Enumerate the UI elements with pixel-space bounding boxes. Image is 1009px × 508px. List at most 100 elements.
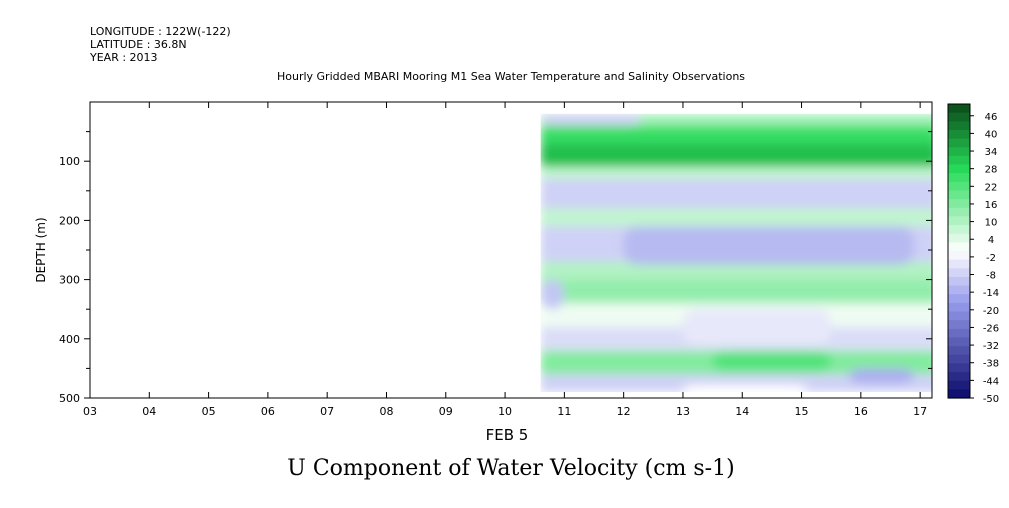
colorbar-tick-label: 4 [988, 235, 994, 246]
y-tick-label: 100 [59, 155, 80, 168]
colorbar-swatch [948, 181, 970, 192]
colorbar-ticks: 46 40 34 28 22 16 10 4 -2 -8 -14 -20 -26 -32 -38 -44 -50 [970, 112, 999, 405]
chart-title: U Component of Water Velocity (cm s-1) [287, 456, 734, 481]
heatmap-band [540, 279, 932, 304]
x-tick-label: 17 [913, 405, 927, 418]
x-axis: 03 04 05 06 07 08 09 10 11 12 13 14 15 16 17 [83, 102, 927, 418]
heatmap-feature [623, 226, 915, 265]
x-tick-label: 05 [202, 405, 216, 418]
x-axis-label: FEB 5 [486, 426, 529, 444]
colorbar-tick-label: 22 [985, 182, 998, 193]
y-tick-label: 300 [59, 274, 80, 287]
colorbar-swatch [948, 311, 970, 321]
colorbar-tick-label: 28 [985, 165, 998, 176]
x-tick-label: 09 [439, 405, 453, 418]
heatmap-band [540, 178, 932, 209]
no-data-region [90, 102, 541, 398]
colorbar-swatch [948, 346, 970, 356]
x-tick-label: 16 [854, 405, 868, 418]
x-tick-label: 04 [142, 405, 156, 418]
colorbar-tick-label: 34 [985, 147, 998, 158]
colorbar-swatch [948, 363, 970, 373]
colorbar-swatch [948, 242, 970, 252]
colorbar-swatch [948, 112, 970, 122]
heatmap-feature [540, 113, 642, 126]
x-tick-label: 06 [261, 405, 275, 418]
colorbar-swatch [948, 294, 970, 304]
colorbar-swatch [948, 138, 970, 148]
colorbar-tick-label: -26 [983, 323, 999, 334]
colorbar-swatch [948, 155, 970, 166]
colorbar-tick-label: -14 [983, 288, 999, 299]
x-tick-label: 07 [320, 405, 334, 418]
colorbar-swatch [948, 121, 970, 131]
colorbar-swatch [948, 328, 970, 339]
colorbar-swatch [948, 259, 970, 269]
heatmap-feature [848, 368, 915, 384]
x-tick-label: 15 [795, 405, 809, 418]
colorbar-swatch [948, 268, 970, 278]
y-axis: 100 200 300 400 500 [59, 131, 932, 405]
colorbar-swatch [948, 216, 970, 226]
colorbar-tick-label: -2 [986, 253, 996, 264]
colorbar-swatch [948, 164, 970, 174]
y-tick-label: 400 [59, 333, 80, 346]
colorbar-tick-label: -20 [983, 306, 999, 317]
colorbar-swatch [948, 147, 970, 157]
colorbar-swatch [948, 199, 970, 209]
x-tick-label: 14 [735, 405, 749, 418]
y-tick-label: 200 [59, 214, 80, 227]
colorbar-swatch [948, 190, 970, 200]
longitude-label: LONGITUDE : 122W(-122) [90, 25, 231, 38]
y-tick-label: 500 [59, 392, 80, 405]
colorbar-frame [947, 103, 971, 399]
heatmap-band [540, 143, 932, 168]
heatmap-band [540, 113, 932, 126]
colorbar-tick-label: 40 [985, 129, 998, 140]
x-tick-label: 13 [676, 405, 690, 418]
plot-title: Hourly Gridded MBARI Mooring M1 Sea Wate… [277, 70, 745, 83]
heatmap-fill [540, 113, 932, 393]
heatmap-band [540, 261, 932, 280]
colorbar-swatch [948, 372, 970, 382]
colorbar-tick-label: 46 [985, 112, 998, 123]
colorbar-swatch [948, 233, 970, 243]
colorbar-swatch [948, 337, 970, 347]
colorbar-tick-label: -44 [983, 376, 999, 387]
colorbar-swatch [948, 380, 970, 390]
x-tick-label: 10 [498, 405, 512, 418]
no-data-bottom [540, 392, 932, 398]
heatmap-feature [712, 350, 832, 372]
x-tick-label: 08 [379, 405, 393, 418]
colorbar [947, 103, 971, 399]
heatmap-area [90, 102, 932, 398]
colorbar-tick-label: 16 [985, 200, 998, 211]
colorbar-swatch [948, 251, 970, 261]
colorbar-swatch [948, 285, 970, 295]
heatmap-band [540, 125, 932, 144]
colorbar-swatch [948, 389, 970, 399]
x-tick-label: 12 [617, 405, 631, 418]
heatmap-feature [540, 279, 565, 310]
heatmap-band [540, 167, 932, 179]
colorbar-tick-label: -38 [983, 359, 999, 370]
x-tick-label: 11 [557, 405, 571, 418]
colorbar-swatch [948, 302, 970, 313]
colorbar-swatch [948, 320, 970, 330]
colorbar-swatch [948, 354, 970, 365]
colorbar-swatch [948, 225, 970, 235]
latitude-label: LATITUDE : 36.8N [90, 38, 187, 51]
colorbar-swatch [948, 173, 970, 183]
no-data-top [540, 102, 932, 114]
colorbar-tick-label: -8 [986, 271, 996, 282]
heatmap-feature [682, 384, 808, 393]
heatmap-band [540, 208, 932, 227]
colorbar-tick-label: 10 [985, 218, 998, 229]
colorbar-tick-label: -32 [983, 341, 999, 352]
colorbar-swatch [948, 207, 970, 218]
heatmap-band [540, 374, 932, 393]
y-axis-label: DEPTH (m) [34, 217, 48, 282]
heatmap-feature [682, 309, 832, 345]
colorbar-swatch [948, 104, 970, 114]
